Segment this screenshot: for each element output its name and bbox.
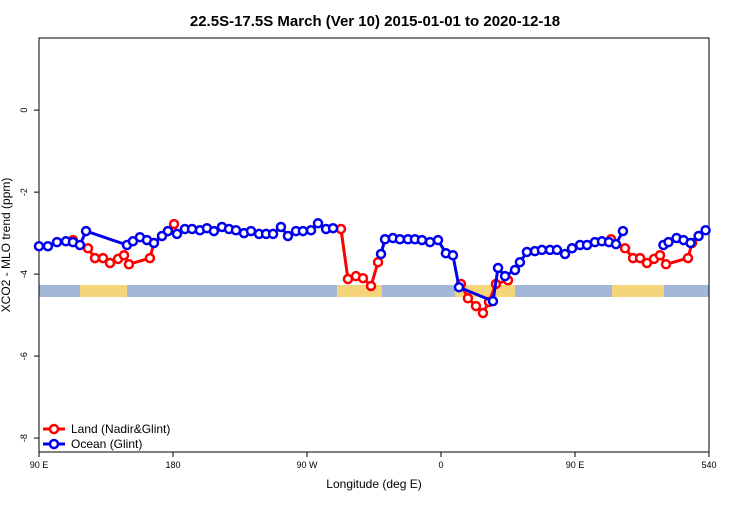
data-point — [82, 243, 94, 254]
data-point — [551, 244, 563, 256]
data-point — [365, 280, 377, 292]
data-point — [509, 264, 521, 276]
data-point — [51, 236, 63, 248]
data-point — [372, 256, 384, 268]
data-point — [521, 246, 533, 258]
data-point — [162, 225, 174, 237]
x-tick-label: 90 W — [296, 460, 318, 470]
data-point — [470, 300, 482, 312]
data-point — [123, 259, 135, 270]
data-point — [462, 293, 474, 304]
y-tick-label: 0 — [19, 108, 29, 113]
x-tick-label: 180 — [165, 460, 180, 470]
data-point — [148, 237, 160, 249]
land-patch — [612, 285, 664, 297]
data-point — [74, 239, 86, 251]
y-tick-label: -6 — [19, 352, 29, 360]
legend-label: Ocean (Glint) — [71, 437, 142, 451]
data-point — [267, 228, 279, 240]
legend-marker — [48, 438, 60, 450]
data-point — [297, 225, 309, 237]
data-point — [685, 237, 696, 249]
x-tick-label: 90 E — [566, 460, 585, 470]
data-point — [168, 218, 180, 230]
data-point — [144, 252, 156, 264]
data-point — [610, 238, 622, 250]
data-point — [357, 272, 369, 284]
data-point — [492, 262, 504, 274]
data-point — [514, 256, 526, 268]
chart-title: 22.5S-17.5S March (Ver 10) 2015-01-01 to… — [190, 13, 560, 30]
y-tick-label: -2 — [19, 188, 29, 196]
data-point — [275, 221, 287, 233]
data-point — [118, 249, 130, 261]
data-point — [312, 218, 324, 229]
data-point — [375, 248, 387, 260]
data-point — [327, 222, 339, 234]
x-tick-label: 540 — [701, 460, 716, 470]
x-axis-label: Longitude (deg E) — [326, 477, 421, 491]
data-point — [499, 270, 511, 282]
data-point — [566, 243, 578, 254]
data-point — [432, 234, 444, 246]
legend-marker — [48, 423, 60, 435]
data-point — [693, 230, 704, 242]
x-tick-label: 0 — [438, 460, 443, 470]
data-point — [447, 249, 459, 261]
data-point — [80, 225, 92, 237]
data-point — [660, 259, 672, 270]
data-point — [97, 252, 109, 264]
y-tick-label: -4 — [19, 270, 29, 278]
y-tick-label: -8 — [19, 434, 29, 442]
data-point — [487, 295, 499, 307]
data-point — [416, 234, 428, 246]
data-point — [305, 224, 317, 236]
legend-label: Land (Nadir&Glint) — [71, 422, 170, 436]
map-strip — [39, 285, 709, 297]
y-axis-label: XCO2 - MLO trend (ppm) — [0, 178, 13, 313]
land-patch — [80, 285, 127, 297]
data-point — [282, 230, 294, 242]
data-point — [33, 240, 45, 252]
x-tick-label: 90 E — [30, 460, 49, 470]
data-point — [104, 257, 116, 269]
data-point — [424, 236, 436, 248]
data-point — [42, 240, 54, 252]
data-point — [171, 228, 183, 240]
data-point — [634, 252, 646, 264]
data-point — [617, 225, 629, 237]
data-point — [663, 236, 674, 248]
data-point — [559, 248, 571, 260]
data-point — [682, 252, 694, 264]
data-point — [208, 225, 220, 237]
data-point — [453, 281, 465, 293]
data-point — [700, 224, 711, 236]
data-point — [654, 249, 666, 261]
data-point — [477, 307, 489, 319]
data-point — [619, 243, 631, 254]
